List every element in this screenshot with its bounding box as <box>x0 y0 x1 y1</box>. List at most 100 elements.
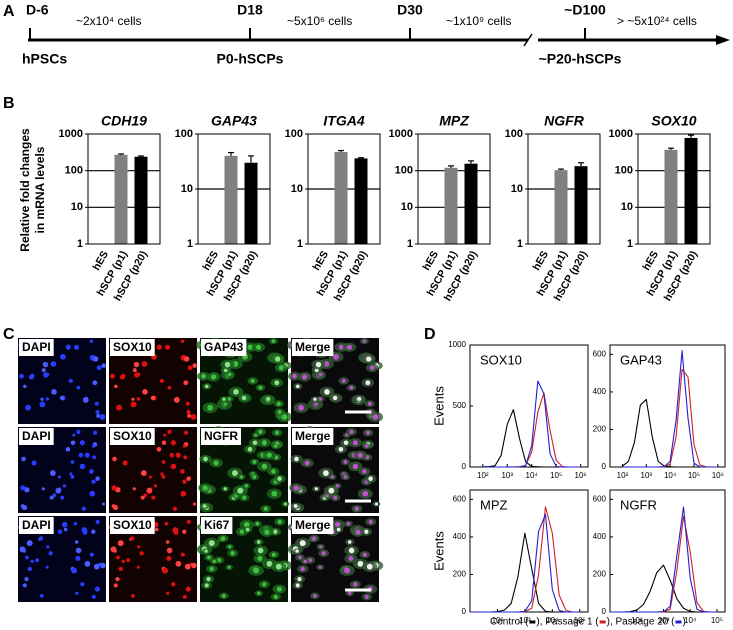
cell-nucleus <box>27 566 32 572</box>
y-tick-label: 200 <box>453 570 467 579</box>
cell-nucleus <box>341 378 346 383</box>
cell-nucleus <box>263 506 268 511</box>
stain-label: DAPI <box>22 340 51 354</box>
legend-text: Control ( <box>490 617 529 628</box>
cell-nucleus <box>96 413 101 418</box>
cell-nucleus <box>61 521 68 528</box>
cell-nucleus <box>49 495 54 500</box>
cell-nucleus <box>293 504 298 508</box>
plot-frame <box>417 133 491 245</box>
chart-title: MPZ <box>439 113 469 129</box>
cell-nucleus <box>187 413 192 418</box>
x-tick-label: 10³ <box>641 471 653 480</box>
cell-nucleus <box>352 463 359 470</box>
bar <box>464 163 478 244</box>
bar <box>224 155 238 244</box>
cell-nucleus <box>76 385 81 390</box>
cell-nucleus <box>242 495 247 500</box>
cell-nucleus <box>208 540 215 547</box>
cell-nucleus <box>364 444 369 448</box>
cell-nucleus <box>314 487 318 491</box>
cell-nucleus <box>271 490 278 497</box>
cell-nucleus <box>164 522 169 526</box>
chart-title: SOX10 <box>651 113 696 129</box>
cell-nucleus <box>292 373 297 379</box>
cell-nucleus <box>343 475 348 479</box>
label-background <box>110 517 155 534</box>
y-axis-label: Relative fold changes <box>18 128 32 252</box>
y-tick-label: 1000 <box>389 128 413 140</box>
cell-nucleus <box>84 560 91 567</box>
cell-nucleus <box>91 444 96 448</box>
cell-count: > ~5x10²⁴ cells <box>617 14 697 28</box>
cell-nucleus <box>154 527 159 532</box>
cell-nucleus <box>266 396 271 401</box>
cell-nucleus <box>343 440 349 446</box>
timeline-break <box>523 33 533 47</box>
cell-nucleus <box>23 384 27 389</box>
cell-nucleus <box>132 368 137 373</box>
bar <box>114 154 128 244</box>
label-background <box>201 517 233 534</box>
y-tick-label: 0 <box>462 462 467 471</box>
cell-nucleus <box>118 566 123 572</box>
cell-nucleus <box>160 472 164 476</box>
cell-nucleus <box>63 527 68 532</box>
cell-nucleus <box>362 552 367 557</box>
panel-label: A <box>3 3 15 20</box>
bar <box>684 137 698 244</box>
cell-nucleus <box>89 339 94 343</box>
cell-nucleus <box>70 460 75 464</box>
cell-nucleus <box>277 409 282 415</box>
cell-nucleus <box>46 545 50 549</box>
cell-nucleus <box>319 372 323 377</box>
cell-nucleus <box>255 522 260 526</box>
stain-label: DAPI <box>22 518 51 532</box>
y-tick-label: 100 <box>395 165 413 177</box>
cell-nucleus <box>101 502 105 506</box>
label-background <box>201 428 241 445</box>
cell-nucleus <box>89 469 94 474</box>
plot-frame <box>87 133 161 245</box>
cell-nucleus <box>185 586 191 592</box>
stain-label: GAP43 <box>204 340 244 354</box>
x-tick-label: 10⁴ <box>526 471 539 480</box>
stain-label: NGFR <box>204 429 238 443</box>
cell-nucleus <box>21 456 26 462</box>
cell-nucleus <box>271 469 276 474</box>
cell-nucleus <box>205 384 209 389</box>
cell-nucleus <box>163 433 167 437</box>
cell-nucleus <box>257 556 263 562</box>
cell-count: ~5x10⁶ cells <box>287 14 352 28</box>
label-background <box>19 517 54 534</box>
label-background <box>110 339 155 356</box>
cell-nucleus <box>164 344 171 350</box>
cell-nucleus <box>295 583 300 588</box>
cell-nucleus <box>187 365 193 371</box>
cell-nucleus <box>180 552 185 557</box>
chart-title: GAP43 <box>211 113 257 129</box>
panel-label: B <box>3 95 15 112</box>
cell-nucleus <box>275 430 280 435</box>
cell-nucleus <box>258 385 263 390</box>
cell-nucleus <box>346 522 351 526</box>
cell-nucleus <box>69 472 73 476</box>
cell-nucleus <box>252 440 258 446</box>
cell-nucleus <box>298 404 305 411</box>
cell-nucleus <box>273 444 278 448</box>
cell-nucleus <box>111 504 116 508</box>
cell-nucleus <box>315 361 322 368</box>
cell-nucleus <box>84 396 89 401</box>
cell-nucleus <box>239 529 245 535</box>
cell-nucleus <box>65 344 71 350</box>
cell-nucleus <box>24 576 29 582</box>
stage-label: ~P20-hSCPs <box>539 51 622 67</box>
cell-nucleus <box>353 582 358 587</box>
plot-frame <box>197 133 271 245</box>
legend-swatch <box>599 620 606 624</box>
cell-nucleus <box>148 475 153 479</box>
cell-nucleus <box>332 395 338 401</box>
cell-nucleus <box>59 395 65 401</box>
label-background <box>292 339 334 356</box>
cell-nucleus <box>313 593 317 598</box>
